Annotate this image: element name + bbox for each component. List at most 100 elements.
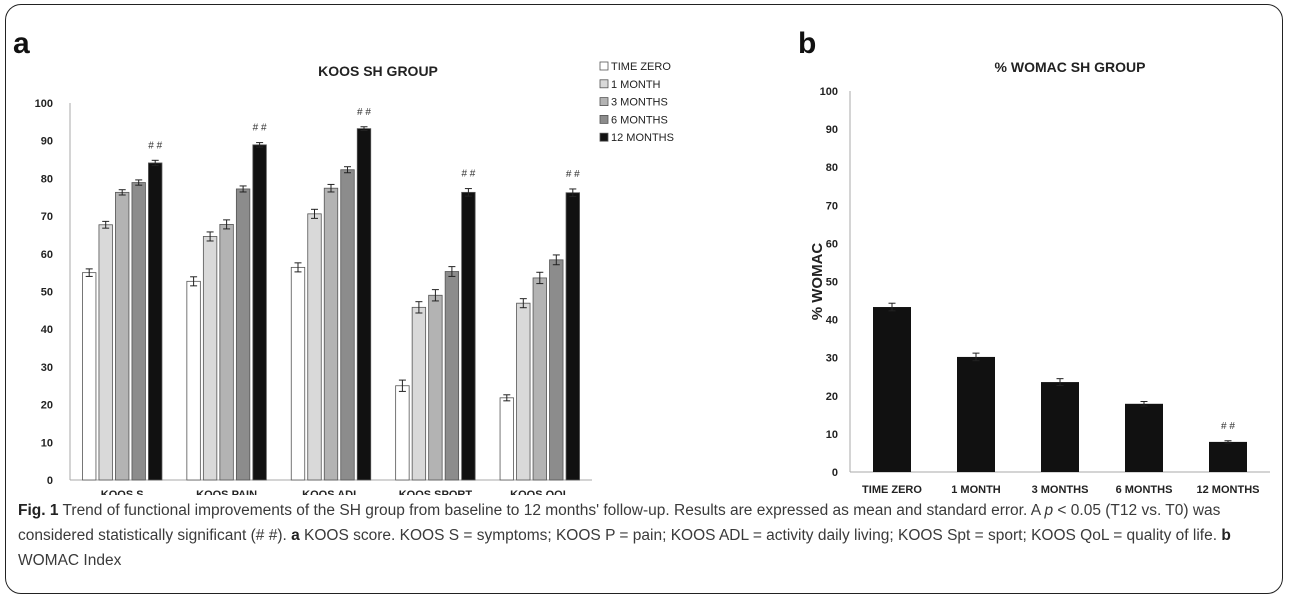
- caption-text-1: Trend of functional improvements of the …: [58, 502, 1045, 519]
- bar: [356, 128, 372, 481]
- significance-annotation: # #: [357, 107, 371, 118]
- error-bar: [206, 231, 214, 242]
- significance-annotation: # #: [461, 169, 475, 180]
- figure-frame: [5, 4, 1283, 594]
- caption-text-3: KOOS score. KOOS S = symptoms; KOOS P = …: [299, 527, 1222, 544]
- error-bar: [1140, 401, 1148, 407]
- error-bar: [552, 254, 560, 266]
- legend-label: TIME ZERO: [611, 61, 671, 73]
- legend-swatch: [599, 97, 609, 106]
- y-tick-label: 70: [41, 211, 53, 223]
- y-tick-label: 90: [41, 136, 53, 148]
- legend-label: 6 MONTHS: [611, 114, 668, 126]
- error-bar: [448, 266, 456, 277]
- bar: [252, 144, 267, 481]
- y-tick-label: 10: [41, 437, 53, 449]
- significance-annotation: # #: [566, 169, 580, 180]
- panel-label-a: a: [13, 27, 30, 60]
- caption-label-a: a: [291, 527, 300, 544]
- y-tick-label: 20: [826, 391, 838, 403]
- bar: [307, 213, 322, 481]
- error-bar: [294, 262, 302, 273]
- significance-annotation: # #: [148, 140, 162, 151]
- bar: [1209, 441, 1247, 472]
- error-bar: [239, 185, 247, 193]
- error-bar: [464, 188, 472, 197]
- bar: [98, 224, 113, 481]
- x-tick-label: 1 MONTH: [951, 484, 1001, 495]
- y-tick-label: 30: [41, 362, 53, 374]
- x-tick-label: TIME ZERO: [862, 484, 922, 495]
- significance-annotation: # #: [253, 123, 267, 134]
- error-bar: [569, 188, 577, 197]
- legend-swatch: [599, 79, 609, 89]
- bar: [516, 302, 531, 481]
- caption-p-symbol: p: [1044, 502, 1054, 519]
- bar: [565, 192, 580, 481]
- y-tick-label: 20: [41, 400, 53, 412]
- y-tick-label: 50: [41, 287, 53, 299]
- bar: [148, 162, 163, 481]
- chart-title: KOOS SH GROUP: [318, 63, 438, 79]
- error-bar: [344, 166, 351, 174]
- legend-label: 3 MONTHS: [611, 97, 668, 109]
- error-bar: [972, 352, 980, 362]
- y-tick-label: 10: [826, 429, 838, 441]
- legend-label: 1 MONTH: [611, 79, 661, 91]
- significance-annotation: # #: [1221, 421, 1235, 432]
- error-bar: [360, 126, 368, 132]
- x-tick-label: 12 MONTHS: [1197, 484, 1260, 495]
- bar: [115, 191, 130, 481]
- error-bar: [223, 219, 231, 230]
- y-tick-label: 40: [41, 324, 53, 336]
- bar: [131, 182, 146, 481]
- error-bar: [398, 379, 406, 392]
- y-tick-label: 60: [41, 249, 53, 261]
- koos-chart: a KOOS SH GROUP 0 10 20 30 40 50 60 70 80 90 100 KOOS…: [13, 27, 674, 495]
- error-bar: [327, 183, 335, 193]
- y-tick-label: 40: [826, 315, 838, 327]
- bar: [532, 277, 547, 481]
- bar: [444, 271, 460, 481]
- error-bar: [151, 159, 159, 167]
- y-tick-label: 0: [47, 475, 53, 487]
- legend-swatch: [599, 115, 609, 124]
- error-bar: [311, 208, 318, 219]
- panel-label-b: b: [798, 27, 816, 60]
- legend-swatch: [599, 61, 609, 71]
- y-tick-label: 90: [826, 124, 838, 136]
- bar: [219, 223, 234, 481]
- error-bar: [190, 276, 198, 287]
- error-bar: [1056, 378, 1064, 387]
- y-tick-label: 100: [35, 98, 53, 110]
- x-tick-label: KOOS SPORT: [399, 489, 473, 495]
- chart-title: % WOMAC SH GROUP: [995, 59, 1146, 75]
- legend-label: 12 MONTHS: [611, 132, 674, 144]
- bar: [461, 191, 476, 481]
- x-tick-label: 6 MONTHS: [1116, 484, 1173, 495]
- bar: [428, 294, 443, 481]
- bar: [186, 280, 201, 481]
- error-bar: [102, 220, 110, 229]
- y-tick-label: 70: [826, 200, 838, 212]
- bar: [1125, 403, 1163, 472]
- x-tick-label: KOOS S: [101, 489, 144, 495]
- bar: [499, 397, 514, 481]
- error-bar: [888, 302, 896, 312]
- y-tick-label: 50: [826, 277, 838, 289]
- bar: [1041, 382, 1079, 472]
- error-bar: [256, 142, 264, 148]
- x-tick-label: KOOS QOL: [510, 489, 570, 495]
- bar: [340, 169, 355, 481]
- bar: [411, 306, 427, 481]
- error-bar: [431, 289, 439, 302]
- error-bar: [415, 301, 423, 314]
- y-axis-label: % WOMAC: [809, 243, 826, 321]
- bar: [323, 187, 339, 481]
- y-tick-label: 100: [820, 86, 838, 98]
- y-tick-label: 0: [832, 467, 838, 479]
- error-bar: [503, 394, 511, 402]
- x-tick-label: KOOS PAIN: [196, 489, 257, 495]
- bar: [82, 272, 97, 481]
- bar: [957, 356, 995, 472]
